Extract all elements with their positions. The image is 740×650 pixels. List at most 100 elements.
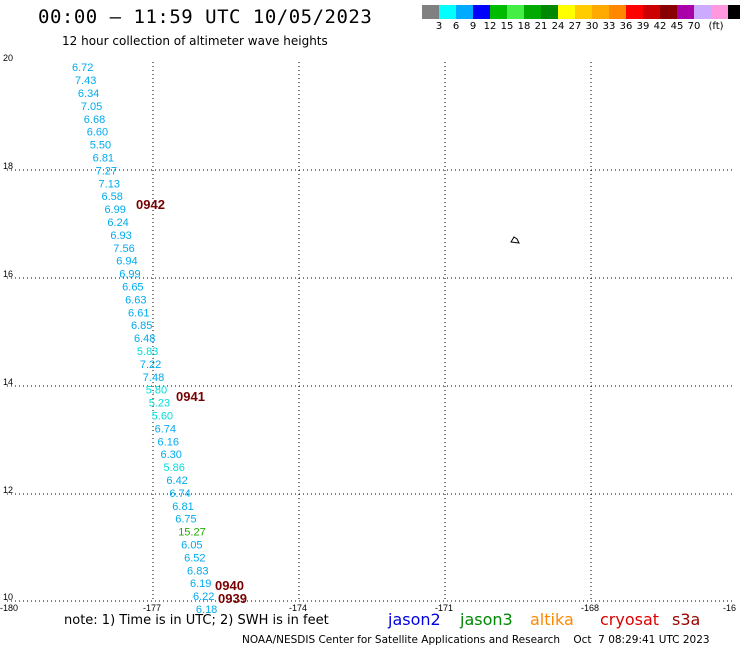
legend-swatch — [711, 5, 728, 19]
pass-time-label: 0941 — [176, 389, 205, 404]
satellite-cryosat-label: cryosat — [600, 610, 660, 629]
x-tick-label: -174 — [289, 603, 307, 613]
legend-label: 15 — [500, 21, 514, 32]
pass-time-label: 0939 — [218, 591, 247, 606]
wave-height-label: 6.93 — [110, 230, 131, 242]
legend-swatch — [575, 5, 592, 19]
y-tick-label: 14 — [3, 377, 13, 387]
legend-swatch — [439, 5, 456, 19]
wave-height-label: 6.16 — [158, 436, 179, 448]
x-tick-label: -16 — [723, 603, 736, 613]
x-tick-label: -171 — [435, 603, 453, 613]
legend-swatch — [490, 5, 507, 19]
wave-height-label: 5.23 — [149, 398, 170, 410]
legend-swatch — [609, 5, 626, 19]
legend-label: 30 — [585, 21, 599, 32]
legend-swatch — [677, 5, 694, 19]
legend-label: 12 — [483, 21, 497, 32]
legend-label: 42 — [653, 21, 667, 32]
wave-height-label: 6.99 — [104, 204, 125, 216]
legend-swatch — [660, 5, 677, 19]
y-tick-label: 16 — [3, 269, 13, 279]
wave-height-label: 5.60 — [152, 411, 173, 423]
y-tick-label: 20 — [3, 53, 13, 63]
wave-height-label: 6.81 — [93, 153, 114, 165]
wave-height-label: 6.30 — [161, 449, 182, 461]
color-scale-labels: 3 6 9 12 15 18 21 24 27 30 33 36 39 42 45 70 (ft) — [422, 21, 740, 33]
units-note: note: 1) Time is in UTC; 2) SWH is in fe… — [64, 613, 329, 628]
satellite-altika-label: altika — [530, 610, 574, 629]
wave-height-label: 6.60 — [87, 127, 108, 139]
legend-label: 24 — [551, 21, 565, 32]
legend-swatch — [507, 5, 524, 19]
wave-height-label: 5.80 — [146, 385, 167, 397]
wave-height-label: 6.85 — [131, 320, 152, 332]
wave-height-label: 7.48 — [143, 372, 164, 384]
wave-height-label: 6.68 — [84, 114, 105, 126]
legend-swatch — [473, 5, 490, 19]
wave-height-label: 6.05 — [181, 540, 202, 552]
legend-swatch — [541, 5, 558, 19]
legend-label: 6 — [452, 21, 460, 32]
island-marker — [510, 236, 520, 244]
wave-height-label: 6.74 — [169, 488, 190, 500]
footer-credit: NOAA/NESDIS Center for Satellite Applica… — [242, 634, 710, 646]
y-tick-label: 18 — [3, 161, 13, 171]
legend-swatch — [422, 5, 439, 19]
legend-swatch — [626, 5, 643, 19]
wave-height-label: 6.18 — [196, 604, 217, 616]
legend-swatch — [694, 5, 711, 19]
wave-height-label: 6.19 — [190, 578, 211, 590]
wave-height-label: 6.99 — [119, 269, 140, 281]
legend-label: 45 — [670, 21, 684, 32]
legend-label: 9 — [469, 21, 477, 32]
x-tick-label: -168 — [581, 603, 599, 613]
wave-height-label: 6.94 — [116, 256, 137, 268]
legend-label: 3 — [435, 21, 443, 32]
legend-label: 36 — [619, 21, 633, 32]
wave-height-label: 6.52 — [184, 552, 205, 564]
satellite-jason3-label: jason3 — [460, 610, 513, 629]
satellite-s3a-label: s3a — [672, 610, 701, 629]
map-subtitle: 12 hour collection of altimeter wave hei… — [62, 34, 328, 48]
wave-height-label: 6.34 — [78, 88, 99, 100]
wave-height-label: 6.48 — [134, 333, 155, 345]
legend-swatch — [728, 5, 740, 19]
wave-height-label: 5.86 — [163, 462, 184, 474]
wave-height-label: 7.13 — [99, 178, 120, 190]
wave-height-label: 6.75 — [175, 514, 196, 526]
legend-swatch — [592, 5, 609, 19]
wave-height-label: 7.56 — [113, 243, 134, 255]
wave-height-label: 5.83 — [137, 346, 158, 358]
map-title: 00:00 – 11:59 UTC 10/05/2023 — [38, 6, 373, 28]
wave-height-label: 15.27 — [178, 527, 206, 539]
wave-height-label: 6.22 — [193, 591, 214, 603]
wave-height-label: 7.27 — [96, 165, 117, 177]
wave-height-label: 6.72 — [72, 62, 93, 74]
pass-time-label: 0940 — [215, 578, 244, 593]
legend-swatch — [643, 5, 660, 19]
legend-label: 39 — [636, 21, 650, 32]
wave-height-label: 6.58 — [102, 191, 123, 203]
wave-height-label: 6.42 — [166, 475, 187, 487]
y-tick-label: 10 — [3, 592, 13, 602]
x-tick-label: -177 — [143, 603, 161, 613]
wave-height-label: 6.74 — [155, 423, 176, 435]
wave-height-label: 6.81 — [172, 501, 193, 513]
legend-label: 70 — [687, 21, 701, 32]
legend-swatch — [558, 5, 575, 19]
wave-height-label: 6.24 — [107, 217, 128, 229]
x-tick-label: -180 — [0, 603, 18, 613]
wave-height-label: 6.63 — [125, 294, 146, 306]
wave-height-label: 7.05 — [81, 101, 102, 113]
color-scale-legend — [422, 5, 740, 19]
wave-height-label: 6.83 — [187, 565, 208, 577]
wave-height-label: 6.61 — [128, 307, 149, 319]
pass-time-label: 0942 — [136, 197, 165, 212]
legend-swatch — [524, 5, 541, 19]
wave-height-label: 7.22 — [140, 359, 161, 371]
legend-unit: (ft) — [708, 21, 724, 32]
wave-height-label: 7.43 — [75, 75, 96, 87]
satellite-jason2-label: jason2 — [388, 610, 441, 629]
